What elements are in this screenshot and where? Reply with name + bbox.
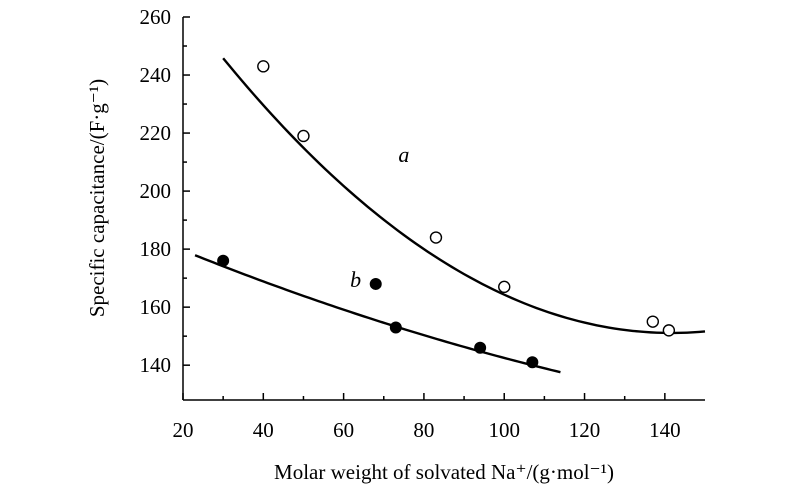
y-tick-label: 200 [140, 179, 172, 203]
x-tick-label: 20 [173, 418, 194, 442]
data-point-a [498, 280, 511, 294]
x-tick-label: 80 [413, 418, 434, 442]
curve-label-b: b [350, 267, 361, 292]
x-axis-label: Molar weight of solvated Na⁺/(g·mol⁻¹) [274, 460, 614, 484]
data-point-a [257, 60, 270, 73]
curve-label-a: a [398, 142, 409, 167]
x-tick-label: 120 [569, 418, 601, 442]
y-axis-label: Specific capacitance/(F·g⁻¹) [85, 79, 109, 317]
x-tick-label: 140 [649, 418, 681, 442]
data-point-b [526, 356, 539, 369]
y-tick-label: 180 [140, 237, 172, 261]
x-tick-label: 100 [488, 418, 520, 442]
data-markers [217, 60, 676, 369]
y-tick-label: 140 [140, 353, 172, 377]
data-point-a [429, 231, 443, 244]
data-point-b [217, 254, 230, 267]
data-point-a [662, 324, 676, 337]
fit-curve-a [222, 57, 706, 335]
data-point-a [646, 315, 659, 328]
y-tick-label: 240 [140, 63, 172, 87]
labels: Molar weight of solvated Na⁺/(g·mol⁻¹) S… [85, 79, 614, 484]
ticks: 20 40 60 80 100 120 140 140 160 180 200 220 240 260 [140, 5, 681, 442]
fit-curve-b [194, 254, 561, 374]
axes [182, 17, 705, 401]
data-point-a [297, 129, 310, 143]
y-tick-label: 160 [140, 295, 172, 319]
data-point-b [389, 321, 402, 334]
data-point-b [474, 341, 487, 354]
y-tick-label: 260 [140, 5, 172, 29]
x-tick-label: 60 [333, 418, 354, 442]
fit-curves [194, 57, 706, 374]
x-tick-label: 40 [253, 418, 274, 442]
y-tick-label: 220 [140, 121, 172, 145]
data-point-b [369, 277, 382, 290]
